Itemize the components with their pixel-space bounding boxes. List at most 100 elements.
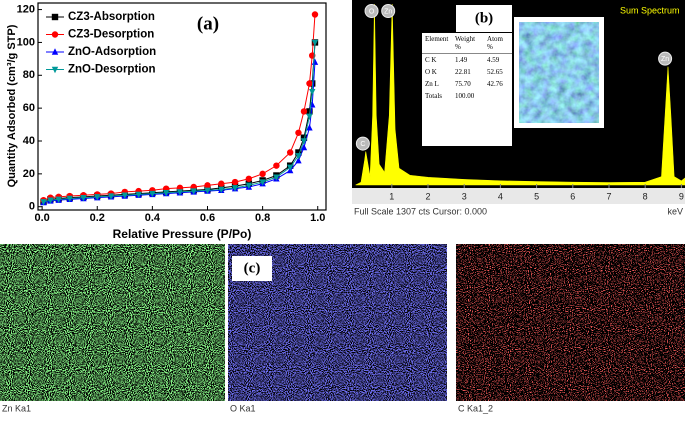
marker [273,174,280,181]
marker [107,193,115,200]
x-tick-label: 9 [679,191,684,201]
y-tick-label: 40 [23,135,35,147]
marker [245,182,253,190]
x-tick-label: 6 [570,191,575,201]
peak-label: Zn [661,56,669,63]
marker [309,89,316,96]
marker [55,196,62,204]
y-axis-label: Quantity Adsorbed (cm³/g STP) [6,24,18,187]
marker [47,197,54,204]
x-tick-label: 0.0 [34,212,49,224]
x-axis-label: keV [667,206,683,216]
map-image [0,244,225,401]
marker [149,190,156,198]
marker [311,11,319,18]
marker [218,186,225,194]
table-row: Element Weight % Atom % [422,33,512,54]
sem-image [519,22,599,123]
peak-label: O [369,8,375,15]
marker [135,191,142,199]
marker [66,195,73,203]
y-tick-label: 100 [17,36,35,48]
marker [204,187,211,194]
marker [204,182,211,189]
table-cell: 52.65 [487,68,503,76]
table-row: Totals 100.00 [422,90,512,102]
annotation-box [232,256,272,281]
marker [300,138,308,145]
x-tick-label: 5 [534,191,539,201]
marker [218,180,225,187]
marker [306,80,313,87]
annotation-box [190,10,226,38]
peak-label: Zn [384,8,392,15]
peak-marker [364,4,379,18]
table-cell: C K [425,56,437,64]
axis-strip [352,188,685,204]
marker [306,124,313,131]
marker [51,48,59,55]
spectrum-footer: Full Scale 1307 cts Cursor: 0.000 [354,206,487,216]
table-cell: Totals [425,92,443,100]
marker [295,153,302,160]
marker [306,108,313,115]
x-tick-label: 0.6 [200,212,215,224]
map-label: C Ka1_2 [458,403,493,413]
marker [300,143,308,151]
y-tick-label: 120 [17,3,35,15]
annotation-box [456,5,512,32]
marker [300,108,308,115]
spectrum-group [355,3,685,186]
peak-marker [658,51,673,66]
table-cell: 1.49 [455,56,468,64]
marker [295,129,302,136]
table-cell: 100.00 [455,92,475,100]
marker [176,189,184,196]
x-tick-label: 4 [498,191,503,201]
marker [306,113,313,121]
peak-label: C [360,141,365,148]
y-tick-label: 60 [23,102,35,114]
table-cell: Element [422,33,452,54]
x-tick-label: 8 [643,191,648,201]
map-image [456,244,685,401]
map-label: Zn Ka1 [2,403,31,413]
table-cell: O K [425,68,437,76]
marker [245,175,253,182]
table-cell: 22.81 [455,68,471,76]
marker [286,149,294,156]
marker [80,194,87,202]
legend-label: CZ3-Desorption [68,29,154,41]
table-cell: 4.59 [487,56,500,64]
marker [300,134,308,141]
marker [273,162,280,169]
table-box: Element Weight % Atom % C K 1.49 4.59 O K 22.81… [422,33,512,146]
y-tick-label: 80 [23,69,35,81]
table-cell: 75.70 [455,80,471,88]
table-row: Zn L 75.70 42.76 [422,78,512,90]
spectrum-title: Sum Spectrum [620,5,680,15]
annotation: (c) [244,260,261,276]
table-cell: Atom % [484,33,512,54]
marker [259,179,266,186]
x-axis-label: Relative Pressure (P/Po) [113,227,252,241]
x-tick-label: 0.4 [145,212,161,224]
legend-label: CZ3-Absorption [68,11,155,23]
table-cell: 42.76 [487,80,503,88]
marker [162,190,170,197]
x-tick-label: 2 [426,191,431,201]
peak-marker [381,4,396,18]
table-row: C K 1.49 4.59 [422,54,512,67]
annotation: (a) [197,13,219,34]
marker [40,199,47,206]
x-tick-label: 3 [462,191,467,201]
map-label: O Ka1 [230,403,256,413]
marker [190,188,197,195]
marker [295,157,302,164]
x-tick-label: 0.2 [90,212,105,224]
marker [231,178,239,186]
table-row: O K 22.81 52.65 [422,66,512,78]
x-tick-label: 1.0 [310,212,325,224]
marker [231,185,239,192]
